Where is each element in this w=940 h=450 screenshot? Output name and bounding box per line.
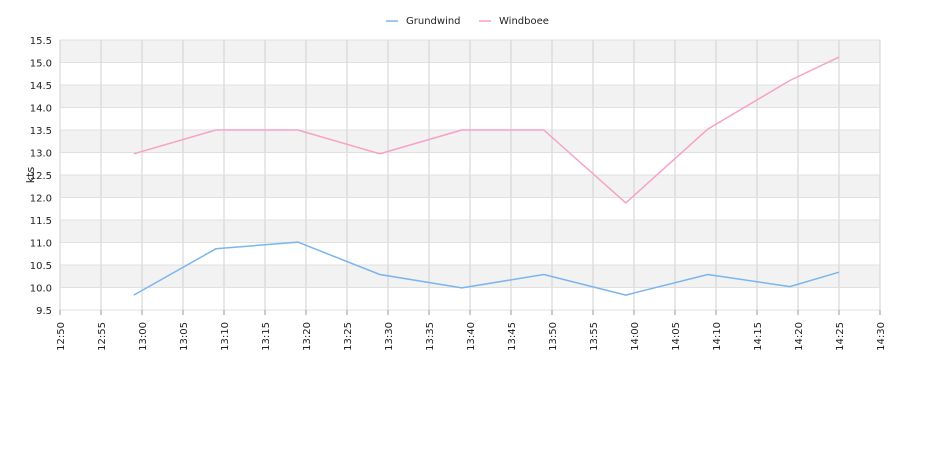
x-tick-label: 13:25 (343, 322, 354, 351)
x-tick-label: 14:10 (712, 322, 723, 351)
legend-label: Grundwind (406, 16, 461, 27)
y-tick-label: 15.0 (30, 59, 52, 70)
x-tick-label: 13:55 (589, 322, 600, 351)
x-tick-label: 14:00 (630, 322, 641, 351)
x-tick-label: 13:30 (384, 322, 395, 351)
x-tick-label: 13:05 (179, 322, 190, 351)
y-axis-title: kts (24, 167, 37, 184)
legend-item-windboee[interactable]: Windboee (479, 16, 549, 27)
x-tick-label: 13:45 (507, 322, 518, 351)
x-tick-label: 13:15 (261, 322, 272, 351)
y-axis-ticks: 9.5 10.0 10.5 11.0 11.5 12.0 12.5 13.0 13.5 14.0 1… (30, 36, 52, 317)
x-tick-label: 13:10 (220, 322, 231, 351)
x-tick-label: 13:00 (138, 322, 149, 351)
legend-item-grundwind[interactable]: Grundwind (386, 16, 461, 27)
y-tick-label: 9.5 (36, 306, 52, 317)
series-line-grundwind[interactable] (133, 241, 840, 296)
x-tick-label: 14:20 (794, 322, 805, 351)
x-tick-label: 12:50 (56, 322, 67, 351)
x-tick-label: 14:15 (753, 322, 764, 351)
y-tick-label: 11.5 (30, 216, 52, 227)
y-tick-label: 15.5 (30, 36, 52, 47)
x-axis-ticks: 12:50 12:55 13:00 13:05 13:10 13:15 13:20 13:25… (56, 310, 887, 351)
y-tick-label: 10.0 (30, 284, 52, 295)
y-tick-label: 14.5 (30, 81, 52, 92)
y-tick-label: 13.5 (30, 126, 52, 137)
x-tick-label: 12:55 (97, 322, 108, 351)
x-tick-label: 13:20 (302, 322, 313, 351)
y-tick-label: 14.0 (30, 104, 52, 115)
x-tick-label: 13:50 (548, 322, 559, 351)
x-tick-label: 13:40 (466, 322, 477, 351)
legend-label: Windboee (499, 16, 549, 27)
y-tick-label: 12.0 (30, 194, 52, 205)
y-tick-label: 10.5 (30, 261, 52, 272)
y-tick-label: 13.0 (30, 149, 52, 160)
series-lines (133, 56, 840, 296)
x-tick-label: 13:35 (425, 322, 436, 351)
legend[interactable]: Grundwind Windboee (386, 16, 549, 27)
y-tick-label: 12.5 (30, 171, 52, 182)
x-tick-label: 14:25 (835, 322, 846, 351)
y-tick-label: 11.0 (30, 239, 52, 250)
x-tick-label: 14:05 (671, 322, 682, 351)
series-line-windboee[interactable] (133, 56, 840, 204)
x-tick-label: 14:30 (876, 322, 887, 351)
